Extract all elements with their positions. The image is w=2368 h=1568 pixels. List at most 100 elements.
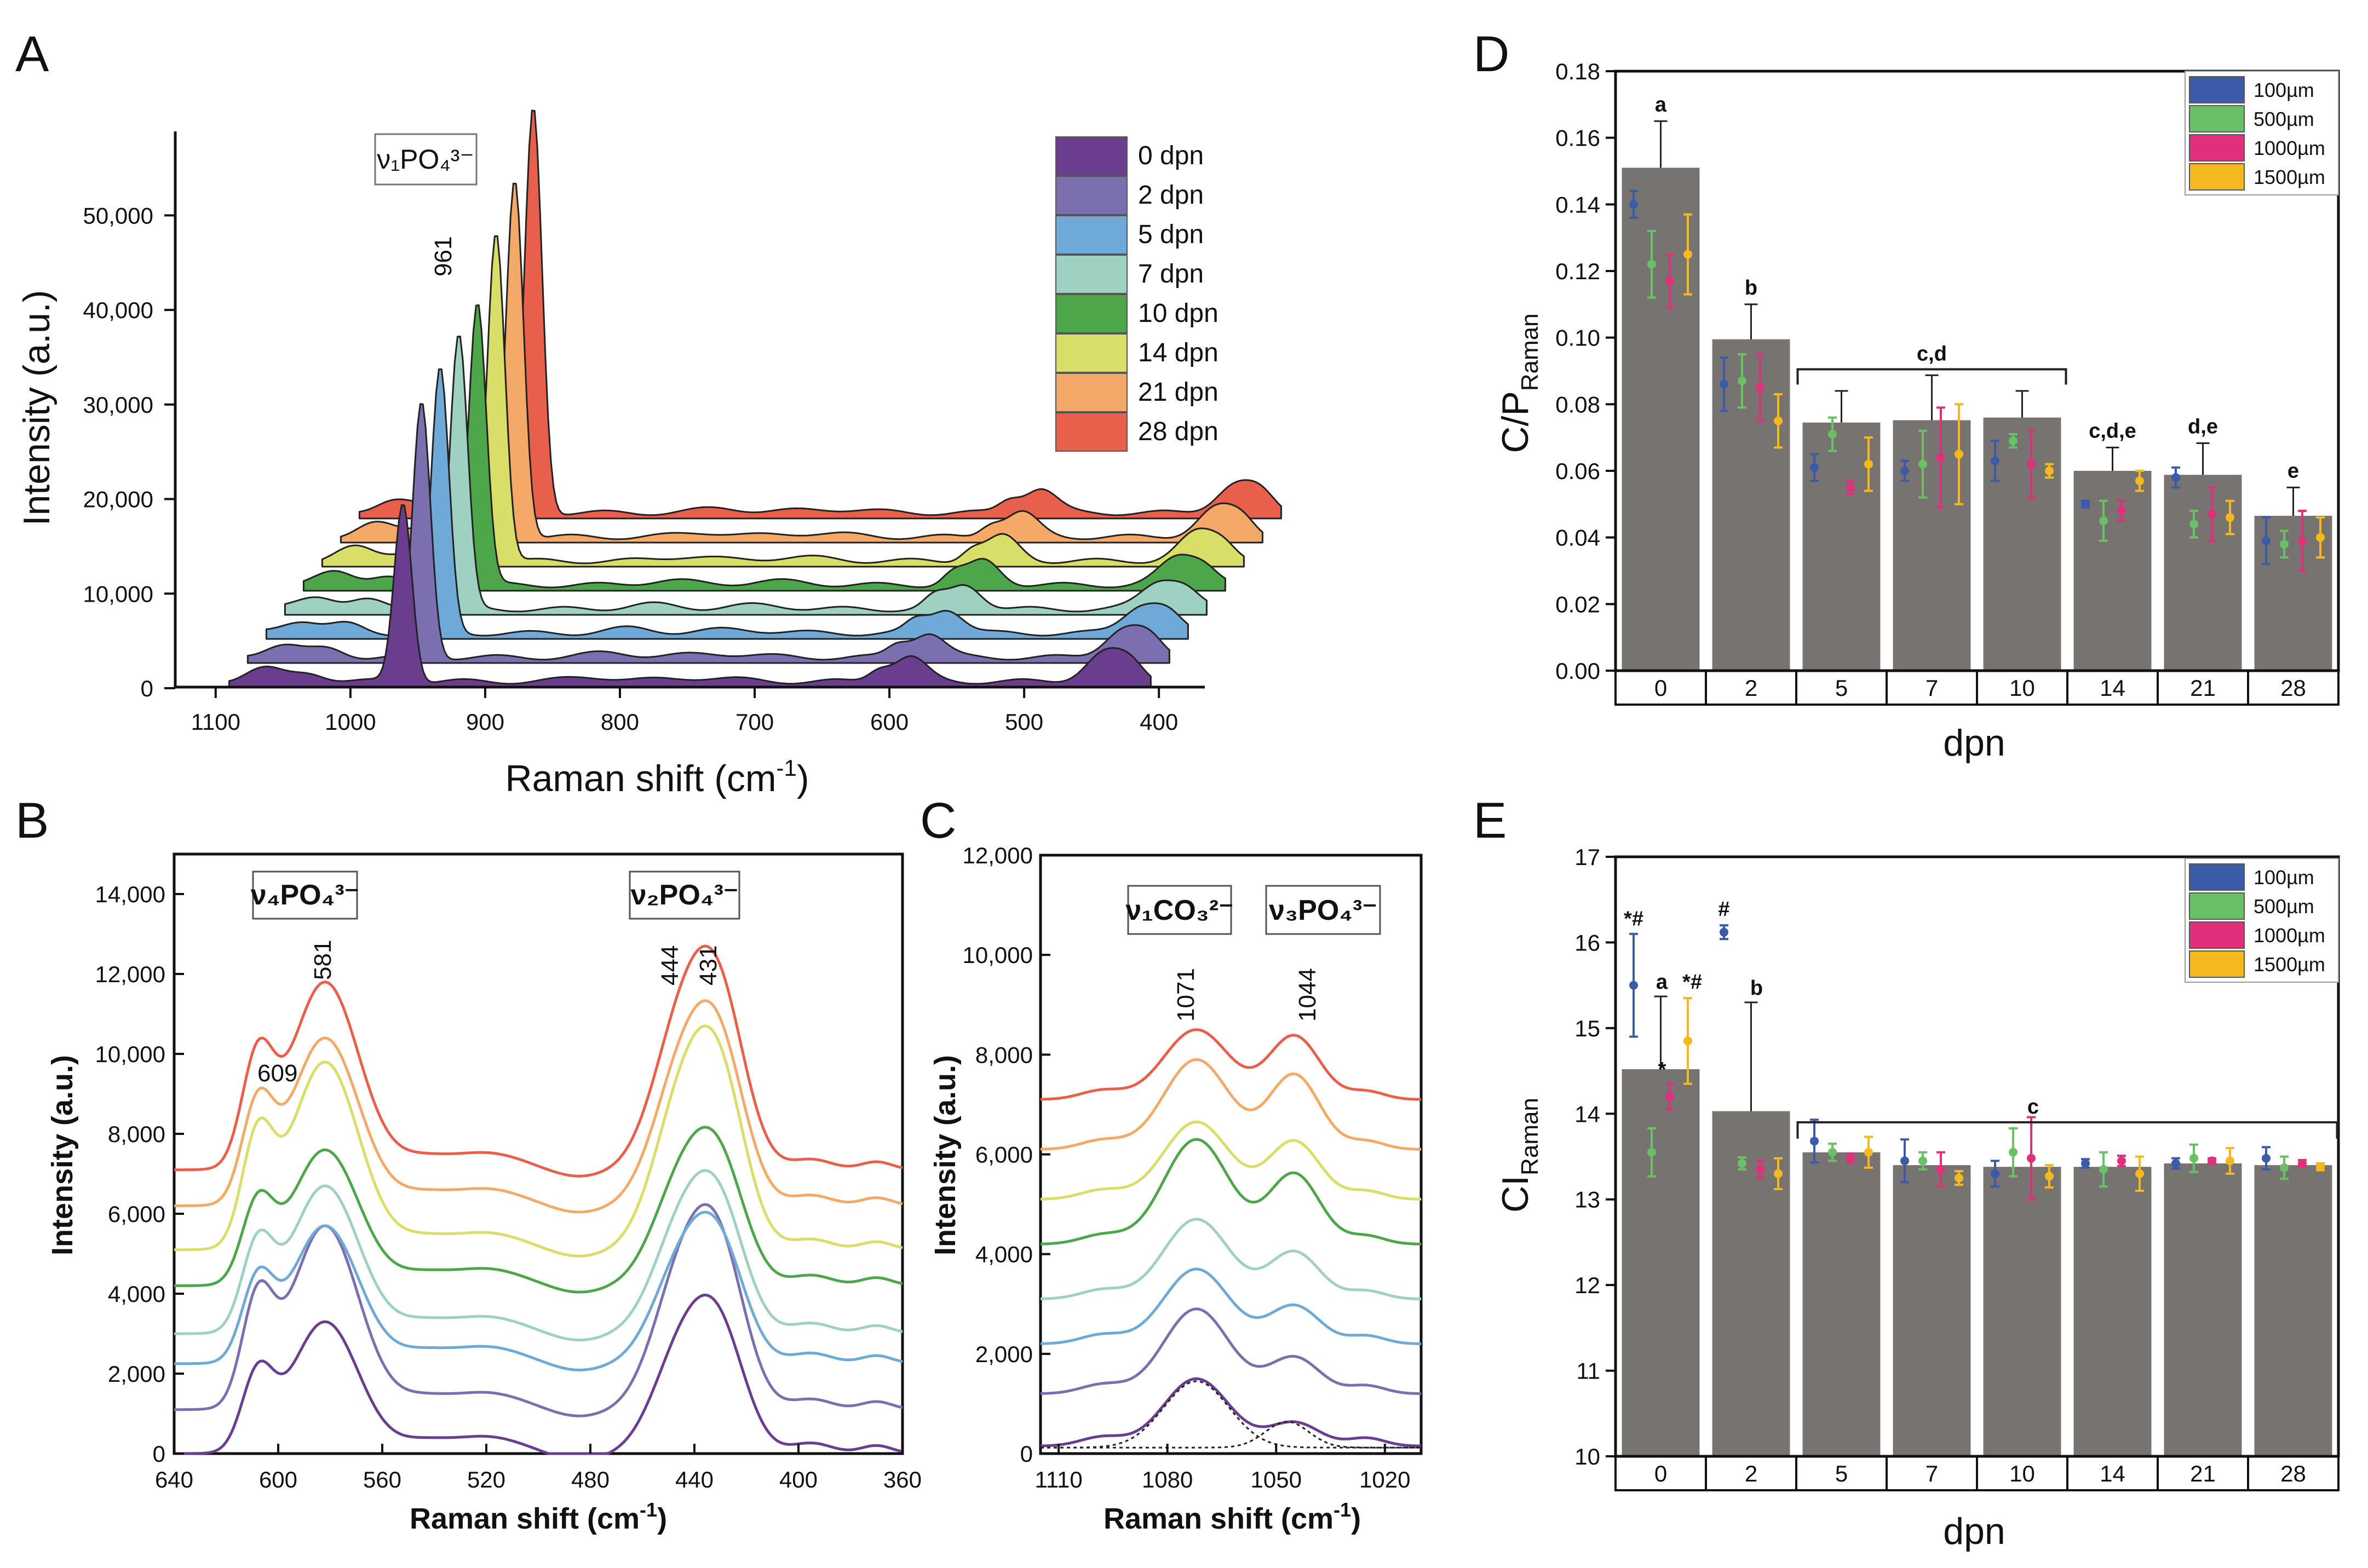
panel-e-point — [1774, 1169, 1783, 1178]
panel-a-legend-swatch — [1055, 333, 1128, 373]
panel-e-point — [1955, 1173, 1963, 1183]
panel-a-legend-label: 10 dpn — [1138, 299, 1219, 328]
panel-b-spectrum-21-dpn — [174, 999, 903, 1214]
panel-e-y-tick-label: 11 — [1576, 1358, 1600, 1384]
panel-e-point — [1756, 1165, 1764, 1174]
panel-e-category-label: 7 — [1926, 1461, 1938, 1486]
panel-a-x-tick-label: 900 — [466, 709, 504, 735]
panel-e-category-label: 10 — [2009, 1461, 2035, 1486]
panel-d-point — [1900, 466, 1909, 475]
panel-d-point — [2262, 536, 2271, 545]
panel-d-y-tick-label: 0.08 — [1555, 391, 1600, 417]
panel-c-y-tick-label: 10,000 — [963, 942, 1033, 968]
panel-d-point — [1846, 483, 1855, 492]
panel-a-legend-swatch — [1055, 215, 1128, 255]
panel-e-category-label: 21 — [2190, 1461, 2216, 1486]
panel-c-spectrum-28-dpn — [1040, 1028, 1421, 1101]
panel-b-peak-label-609: 609 — [257, 1060, 297, 1087]
panel-e-bar-chart: 0 2 5 7 10 14 21 28 10 11 12 13 14 15 16 17 a b c *# * *# # dp… — [1495, 844, 2340, 1552]
panel-d-point — [1665, 276, 1674, 286]
panel-b-spectrum-7-dpn — [174, 1169, 903, 1342]
panel-label-e: E — [1473, 793, 1507, 849]
panel-a-legend-label: 28 dpn — [1138, 417, 1219, 446]
panel-e-point — [1720, 927, 1728, 937]
panel-c-y-ticks: 0 2,000 4,000 6,000 8,000 10,000 12,000 — [963, 843, 1050, 1467]
panel-d-point — [2189, 520, 2198, 529]
panel-e-significance-letter: c — [2027, 1096, 2039, 1119]
panel-b-peak-label-444: 444 — [657, 946, 683, 985]
panel-label-a: A — [15, 26, 49, 82]
panel-d-point — [2027, 459, 2036, 469]
panel-d-point — [1683, 250, 1692, 259]
panel-c-x-tick-label: 1020 — [1359, 1467, 1410, 1492]
panel-c-spectrum-14-dpn — [1040, 1120, 1421, 1201]
panel-a-legend-swatch — [1055, 373, 1128, 412]
panel-b-spectrum-28-dpn — [174, 944, 903, 1178]
panel-e-bar — [1893, 1165, 1971, 1456]
panel-e-category-label: 5 — [1835, 1461, 1848, 1486]
panel-e-bar — [1802, 1152, 1881, 1456]
panel-b-y-tick-label: 12,000 — [95, 961, 165, 987]
panel-d-point — [2117, 506, 2126, 515]
panel-e-point — [1665, 1092, 1674, 1101]
panel-e-marker: * — [1658, 1058, 1666, 1081]
panel-d-category-label: 0 — [1654, 675, 1667, 701]
panel-a-y-title: Intensity (a.u.) — [16, 290, 58, 526]
panel-e-y-tick-label: 12 — [1574, 1272, 1600, 1298]
panel-a-waterfall-chart: 1100 1000 900 800 700 600 500 400 0 10,000 20,000… — [16, 109, 1282, 799]
panel-e-bar — [2073, 1167, 2152, 1456]
panel-d-point — [2009, 436, 2018, 446]
panel-e-significance-bracket — [1796, 1121, 2338, 1139]
panel-e-y-tick-label: 13 — [1574, 1187, 1600, 1213]
panel-d-significance-letter: a — [1655, 93, 1667, 116]
panel-d-point — [1991, 456, 1999, 465]
panel-d-point — [2316, 533, 2325, 542]
panel-d-significance-letter: b — [1745, 276, 1757, 299]
panel-e-point — [1900, 1156, 1909, 1166]
panel-a-legend-label: 5 dpn — [1138, 220, 1204, 249]
panel-e-point — [2027, 1154, 2036, 1163]
panel-c-x-ticks: 1110 1080 1050 1020 — [1034, 1444, 1411, 1492]
panel-d-y-tick-label: 0.04 — [1555, 525, 1600, 551]
panel-a-y-tick-label: 20,000 — [83, 487, 153, 512]
panel-d-point — [1955, 449, 1963, 459]
panel-c-curves — [1040, 1028, 1422, 1449]
panel-e-y-tick-label: 15 — [1574, 1016, 1600, 1041]
panel-d-legend-swatch — [2189, 105, 2245, 132]
panel-e-point — [2081, 1159, 2090, 1168]
panel-d-significance-letter: e — [2287, 459, 2299, 482]
panel-b-spectrum-14-dpn — [174, 1024, 903, 1258]
panel-d-category-label: 28 — [2280, 675, 2306, 701]
panel-d-category-label: 7 — [1926, 675, 1938, 701]
panel-label-b: B — [15, 793, 49, 849]
panel-a-y-tick-label: 10,000 — [83, 581, 153, 607]
panel-e-point — [2171, 1159, 2180, 1168]
panel-a-y-ticks: 0 10,000 20,000 30,000 40,000 50,000 — [83, 203, 175, 701]
panel-c-spectrum-7-dpn — [1041, 1218, 1422, 1300]
panel-b-x-tick-label: 640 — [155, 1467, 193, 1492]
panel-d-y-tick-label: 0.10 — [1555, 325, 1600, 351]
panel-e-point — [2117, 1156, 2126, 1166]
panel-a-x-title: Raman shift (cm-1) — [505, 755, 809, 799]
panel-e-point — [2262, 1154, 2271, 1163]
panel-b-x-ticks: 640 600 560 520 480 440 400 360 — [155, 1444, 922, 1492]
panel-e-point — [2189, 1154, 2198, 1163]
panel-b-curves — [174, 944, 903, 1455]
panel-c-x-tick-label: 1050 — [1251, 1467, 1302, 1492]
panel-d-significance-letter: d,e — [2188, 416, 2218, 439]
panel-d-point — [1918, 459, 1927, 469]
panel-a-x-tick-label: 400 — [1140, 709, 1178, 735]
panel-e-point — [2208, 1156, 2216, 1166]
panel-c-spectrum-5-dpn — [1040, 1267, 1422, 1345]
panel-b-spectrum-5-dpn — [174, 1210, 903, 1371]
panel-b-y-tick-label: 8,000 — [108, 1121, 165, 1147]
panel-c-y-tick-label: 0 — [1020, 1441, 1033, 1467]
panel-c-y-tick-label: 8,000 — [975, 1042, 1033, 1068]
panel-a-band-label: ν₁PO₄³⁻ — [377, 144, 474, 175]
panel-b-x-title: Raman shift (cm-1) — [410, 1498, 667, 1535]
panel-e-point — [1864, 1148, 1873, 1157]
panel-e-bar — [1983, 1167, 2061, 1456]
panel-e-point — [1647, 1148, 1656, 1157]
panel-c-spectrum-10-dpn — [1040, 1138, 1422, 1246]
